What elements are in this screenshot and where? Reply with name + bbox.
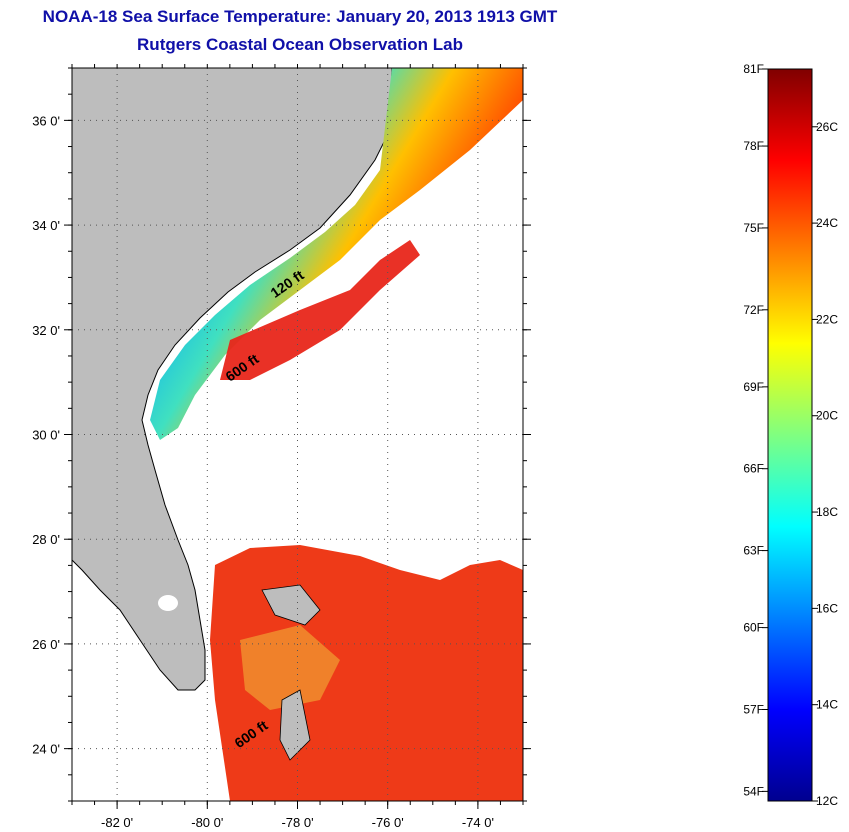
lat-tick-label: 24 0' [32,742,60,757]
colorbar-f-label: 81F [743,62,764,76]
colorbar-f-label: 63F [743,544,764,558]
colorbar-f-label: 66F [743,462,764,476]
colorbar-c-label: 16C [816,601,838,615]
bahamas-land [261,584,321,761]
colorbar-c-label: 14C [816,698,838,712]
map-title: NOAA-18 Sea Surface Temperature: January… [42,7,558,26]
colorbar-c-label: 18C [816,505,838,519]
lat-tick-label: 30 0' [32,428,60,443]
colorbar-c-label: 24C [816,216,838,230]
lake-okeechobee [158,595,178,611]
colorbar-f-label: 60F [743,621,764,635]
lat-tick-label: 26 0' [32,637,60,652]
lat-tick-label: 34 0' [32,218,60,233]
grid-lines [72,68,523,801]
lon-tick-label: -80 0' [191,815,223,830]
lat-tick-label: 36 0' [32,113,60,128]
colorbar-c-label: 20C [816,409,838,423]
sst-orange-zone [240,625,340,710]
colorbar-f-label: 54F [743,784,764,798]
lat-tick-label: 28 0' [32,532,60,547]
sst-coastal-band [150,68,523,440]
colorbar-f-label: 57F [743,703,764,717]
colorbar-c-label: 26C [816,120,838,134]
colorbar-f-label: 78F [743,139,764,153]
sst-warm-patch-north [220,240,420,380]
colorbar-c-label: 12C [816,794,838,808]
lat-tick-label: 32 0' [32,323,60,338]
colorbar-c-label: 22C [816,312,838,326]
axis-ticks: -82 0' -80 0' -78 0' -76 0' -74 0' 36 0' 34 0'… [32,64,531,830]
colorbar-labels: 81F 78F 75F 72F 69F 66F 63F 60F 57F 54F 26C 24C 22C 2… [743,62,838,808]
colorbar-f-label: 69F [743,380,764,394]
colorbar-f-label: 75F [743,221,764,235]
lon-tick-label: -76 0' [372,815,404,830]
lon-tick-label: -82 0' [101,815,133,830]
colorbar-f-label: 72F [743,303,764,317]
colorbar [767,68,813,802]
lon-tick-label: -78 0' [281,815,313,830]
lon-tick-label: -74 0' [462,815,494,830]
map-subtitle: Rutgers Coastal Ocean Observation Lab [137,35,463,54]
land-mass [72,68,393,691]
